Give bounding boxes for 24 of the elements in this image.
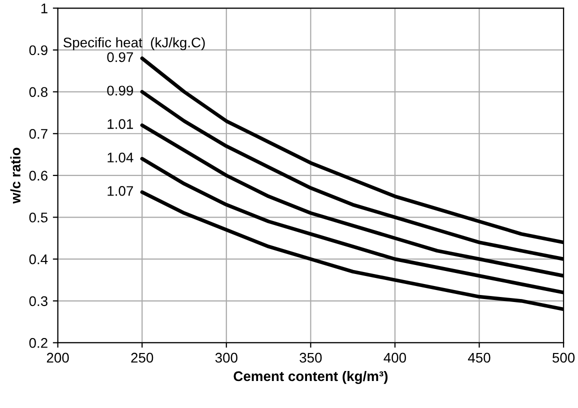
y-tick-label: 0.7 [29, 128, 48, 139]
x-tick-label: 300 [215, 352, 238, 363]
x-tick-label: 500 [552, 352, 575, 363]
x-axis-title: Cement content (kg/m³) [234, 370, 388, 384]
y-tick-label: 0.8 [29, 87, 48, 97]
x-tick-label: 250 [131, 352, 154, 363]
y-tick-label: 0.4 [29, 254, 48, 264]
series-label: 0.99 [107, 86, 134, 96]
series-label: 1.07 [108, 186, 133, 196]
y-tick-label: 0.6 [29, 170, 48, 181]
y-tick-label: 0.5 [29, 212, 48, 222]
x-tick-label: 450 [468, 352, 490, 363]
series-label: 0.97 [107, 52, 133, 62]
series-label: 1.04 [108, 152, 134, 162]
y-axis-title: w/c ratio [10, 148, 21, 204]
y-tick-label: 1 [41, 4, 48, 14]
series-label: 1.01 [108, 119, 133, 129]
y-tick-label: 0.9 [29, 45, 48, 56]
x-tick-label: 200 [46, 352, 69, 363]
y-tick-label: 0.2 [29, 338, 48, 348]
legend-title: Specific heat (kJ/kg.C) [63, 37, 205, 50]
x-tick-label: 350 [300, 352, 322, 363]
y-tick-label: 0.3 [29, 296, 48, 306]
x-tick-label: 400 [384, 352, 406, 363]
